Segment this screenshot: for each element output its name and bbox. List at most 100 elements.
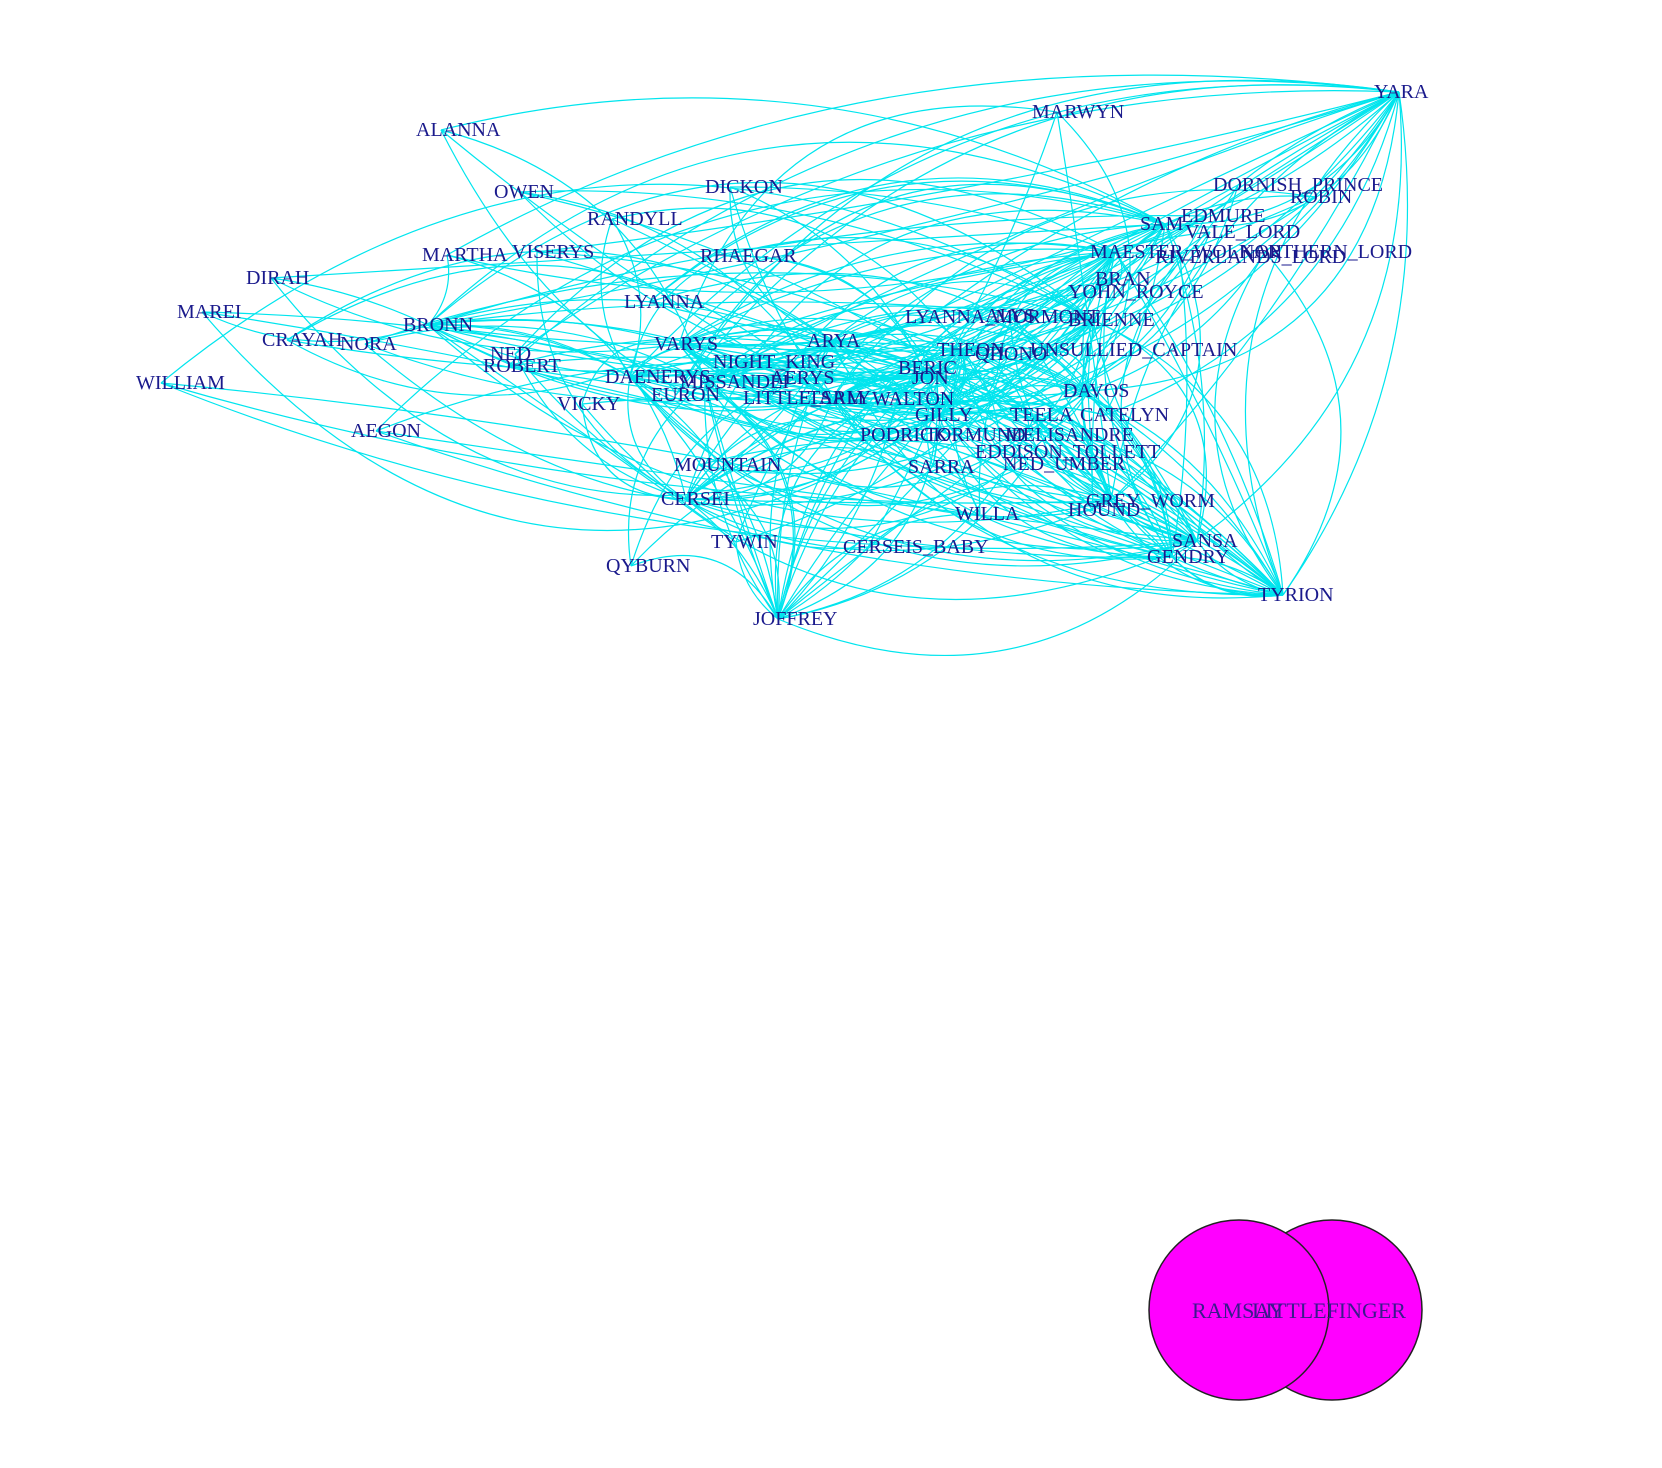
graph-edge xyxy=(678,342,1001,453)
graph-edge xyxy=(1034,414,1112,502)
graph-edge xyxy=(630,554,779,620)
graph-edge xyxy=(427,324,833,346)
graph-edge xyxy=(629,251,1116,378)
graph-edge xyxy=(949,251,1116,436)
node-label-aerys: AERYS xyxy=(770,367,834,389)
node-label-unsullied-captain: UNSULLIED_CAPTAIN xyxy=(1030,339,1237,361)
graph-edge xyxy=(978,223,1166,515)
node-label-vicky: VICKY xyxy=(557,393,620,415)
graph-edge xyxy=(627,381,706,567)
graph-edge xyxy=(1264,251,1342,596)
graph-edge xyxy=(777,377,939,620)
node-label-qhono: QHONO xyxy=(975,343,1047,365)
node-label-melisandre: MELISANDRE xyxy=(1005,424,1134,446)
graph-edge xyxy=(704,91,1400,383)
graph-edge xyxy=(1171,256,1188,558)
graph-edge xyxy=(629,251,1116,378)
graph-edge xyxy=(427,324,737,543)
graph-edge xyxy=(1081,319,1112,502)
node-label-sam: SAM xyxy=(1140,213,1184,235)
graph-edge xyxy=(201,311,1284,596)
graph-edge xyxy=(929,91,1400,318)
node-label-night-king: NIGHT_KING xyxy=(713,351,835,373)
graph-edge xyxy=(939,349,963,416)
node-label-vale-lord: VALE_LORD xyxy=(1185,221,1300,243)
graph-edge xyxy=(961,344,1089,392)
graph-edge xyxy=(1056,111,1131,392)
node-label-riverlands-lord: RIVERLANDS_LORD xyxy=(1155,246,1346,268)
graph-edge xyxy=(999,251,1116,355)
node-label-arya: ARYA xyxy=(807,330,861,352)
graph-edge xyxy=(1114,251,1284,596)
graph-edge xyxy=(767,397,1284,596)
graph-edge xyxy=(832,340,963,399)
graph-edge xyxy=(999,353,1284,596)
graph-edge xyxy=(1087,251,1116,392)
graph-edge xyxy=(270,277,941,497)
graph-edge xyxy=(698,223,1166,475)
node-label-sansa: SANSA xyxy=(1172,530,1238,552)
graph-edge xyxy=(375,362,1284,596)
graph-edge xyxy=(286,250,833,342)
graph-edge xyxy=(735,223,1166,543)
graph-edge xyxy=(735,251,1116,543)
littlefinger-label: LITTLEFINGER xyxy=(1252,1298,1406,1323)
graph-edge xyxy=(831,340,1284,599)
graph-edge xyxy=(1087,390,1094,511)
node-label-brienne: BRIENNE xyxy=(1068,309,1155,331)
graph-edge xyxy=(675,79,1400,396)
graph-edge xyxy=(769,340,833,620)
graph-edge xyxy=(427,181,1094,326)
graph-edge xyxy=(1034,414,1198,542)
graph-edge xyxy=(832,397,1173,558)
graph-edge xyxy=(685,498,1173,558)
graph-edge xyxy=(1171,91,1402,558)
graph-edge xyxy=(777,390,1089,620)
graph-edge xyxy=(1087,91,1400,392)
node-label-theon: THEON xyxy=(937,339,1005,361)
graph-edge xyxy=(1282,91,1409,596)
graph-edge xyxy=(936,251,1116,379)
node-label-joffrey: JOFFREY xyxy=(753,608,837,630)
node-label-eddison-tollett: EDDISON_TOLLETT xyxy=(975,441,1160,463)
graph-edge xyxy=(884,251,1116,436)
graph-edge xyxy=(896,319,1094,400)
graph-edge xyxy=(1104,223,1166,416)
graph-edge xyxy=(514,178,1116,355)
graph-edge xyxy=(678,242,1116,345)
node-label-catelyn: CATELYN xyxy=(1080,404,1169,426)
graph-edge xyxy=(685,209,1166,500)
node-label-tormund: TORMUND xyxy=(925,424,1026,446)
graph-edge xyxy=(427,323,631,378)
graph-edge xyxy=(627,376,687,500)
graph-edge xyxy=(729,186,1284,596)
graph-edge xyxy=(536,251,1284,596)
graph-edge xyxy=(777,340,833,620)
graph-edge xyxy=(160,382,1198,550)
graph-edge xyxy=(427,91,1400,326)
graph-edge xyxy=(270,277,429,326)
edge-layer xyxy=(160,74,1409,656)
node-label-maester-wolkan: MAESTER_WOLKAN xyxy=(1090,241,1282,263)
graph-edge xyxy=(831,310,1089,392)
graph-edge xyxy=(446,74,1400,256)
graph-edge xyxy=(949,429,1284,596)
graph-edge xyxy=(427,301,1094,326)
graph-edge xyxy=(939,411,1173,558)
ramsay-node-circle xyxy=(1148,1219,1330,1401)
graph-edge xyxy=(1171,556,1284,597)
graph-edge xyxy=(867,349,963,548)
graph-edge xyxy=(507,356,1284,596)
graph-edge xyxy=(1114,91,1400,253)
graph-edge xyxy=(1164,223,1206,542)
graph-edge xyxy=(678,324,833,345)
graph-edge xyxy=(704,378,1284,596)
graph-edge xyxy=(774,377,938,620)
graph-edge xyxy=(678,343,1198,550)
graph-edge xyxy=(630,414,941,567)
node-label-martha: MARTHA xyxy=(422,244,508,266)
graph-edge xyxy=(648,301,833,342)
graph-edge xyxy=(698,439,1284,596)
node-label-lyanna-mormont: LYANNA_MORMONT xyxy=(905,306,1100,328)
